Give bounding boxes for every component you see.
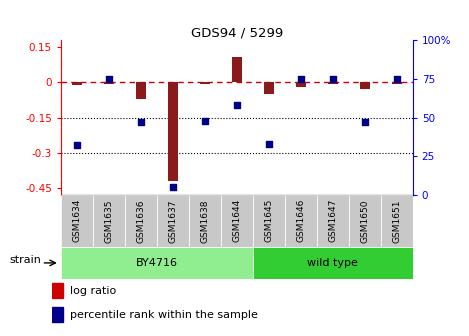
- Bar: [104, 82, 113, 84]
- FancyBboxPatch shape: [253, 195, 285, 247]
- Point: [265, 141, 272, 146]
- Text: wild type: wild type: [307, 258, 358, 268]
- FancyBboxPatch shape: [157, 195, 189, 247]
- Point: [169, 184, 177, 190]
- Text: GSM1646: GSM1646: [296, 199, 305, 242]
- Point: [393, 76, 401, 82]
- FancyBboxPatch shape: [285, 195, 317, 247]
- Point: [329, 76, 337, 82]
- Text: GSM1637: GSM1637: [168, 199, 177, 243]
- FancyBboxPatch shape: [189, 195, 221, 247]
- Text: GSM1645: GSM1645: [265, 199, 273, 242]
- FancyBboxPatch shape: [61, 195, 93, 247]
- FancyBboxPatch shape: [61, 247, 253, 279]
- Point: [297, 76, 304, 82]
- Bar: [296, 82, 306, 87]
- FancyBboxPatch shape: [349, 195, 381, 247]
- FancyBboxPatch shape: [125, 195, 157, 247]
- Bar: [72, 82, 82, 85]
- Text: GSM1650: GSM1650: [360, 199, 369, 243]
- Bar: [328, 82, 338, 84]
- Point: [137, 120, 144, 125]
- Text: GSM1638: GSM1638: [200, 199, 209, 243]
- Bar: [392, 82, 401, 84]
- Point: [201, 118, 209, 123]
- Bar: [52, 307, 63, 322]
- Text: percentile rank within the sample: percentile rank within the sample: [70, 310, 258, 320]
- Bar: [136, 82, 146, 99]
- Text: GSM1644: GSM1644: [232, 199, 242, 242]
- Text: GSM1647: GSM1647: [328, 199, 337, 242]
- Text: GSM1634: GSM1634: [72, 199, 82, 242]
- FancyBboxPatch shape: [221, 195, 253, 247]
- Point: [73, 143, 81, 148]
- Bar: [200, 82, 210, 84]
- Bar: [52, 283, 63, 298]
- Text: GSM1651: GSM1651: [392, 199, 401, 243]
- Bar: [264, 82, 273, 94]
- Point: [361, 120, 369, 125]
- FancyBboxPatch shape: [93, 195, 125, 247]
- Title: GDS94 / 5299: GDS94 / 5299: [191, 26, 283, 39]
- FancyBboxPatch shape: [381, 195, 413, 247]
- Text: GSM1635: GSM1635: [105, 199, 113, 243]
- FancyBboxPatch shape: [317, 195, 349, 247]
- FancyBboxPatch shape: [253, 247, 413, 279]
- Point: [233, 102, 241, 108]
- Text: strain: strain: [9, 255, 41, 265]
- Text: GSM1636: GSM1636: [136, 199, 145, 243]
- Bar: [168, 82, 178, 181]
- Bar: [360, 82, 370, 89]
- Point: [105, 76, 113, 82]
- Bar: [232, 57, 242, 82]
- Text: log ratio: log ratio: [70, 286, 116, 296]
- Text: BY4716: BY4716: [136, 258, 178, 268]
